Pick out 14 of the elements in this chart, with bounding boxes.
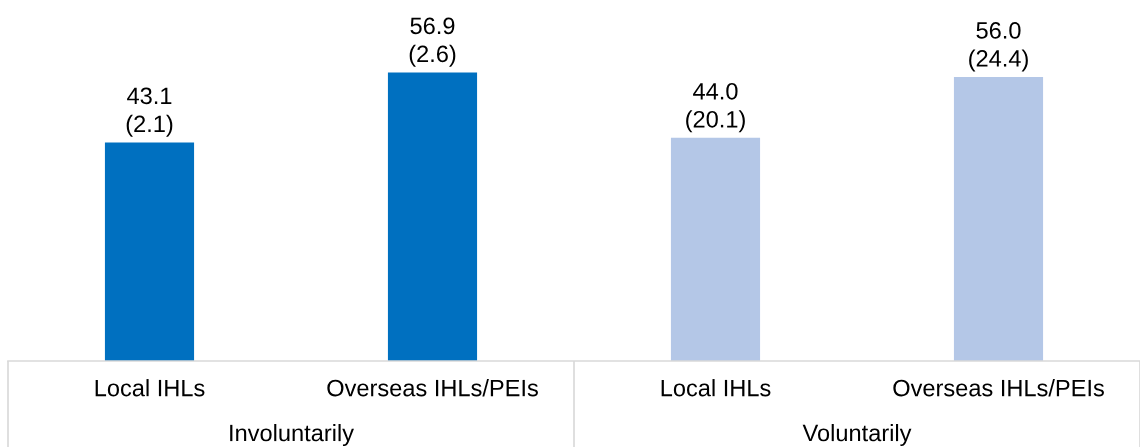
x-tick-label: Local IHLs — [661, 379, 771, 397]
text: Involuntarily — [230, 423, 354, 447]
text: Voluntarily — [802, 423, 912, 447]
x-tick-label: Overseas IHLs/PEIs — [327, 379, 538, 397]
data-label: 56.9 (2.6) — [409, 17, 456, 67]
x-tick-label: Local IHLs — [95, 379, 205, 397]
data-label: 43.1 (2.1) — [126, 87, 173, 137]
data-label: 56.0 (24.4) — [969, 22, 1028, 72]
x-tick-label: Overseas IHLs/PEIs — [893, 379, 1104, 397]
bar — [953, 76, 1044, 361]
bar — [670, 137, 761, 361]
bar — [387, 72, 478, 361]
bar — [104, 142, 195, 361]
data-label: 44.0 (20.1) — [686, 82, 745, 133]
